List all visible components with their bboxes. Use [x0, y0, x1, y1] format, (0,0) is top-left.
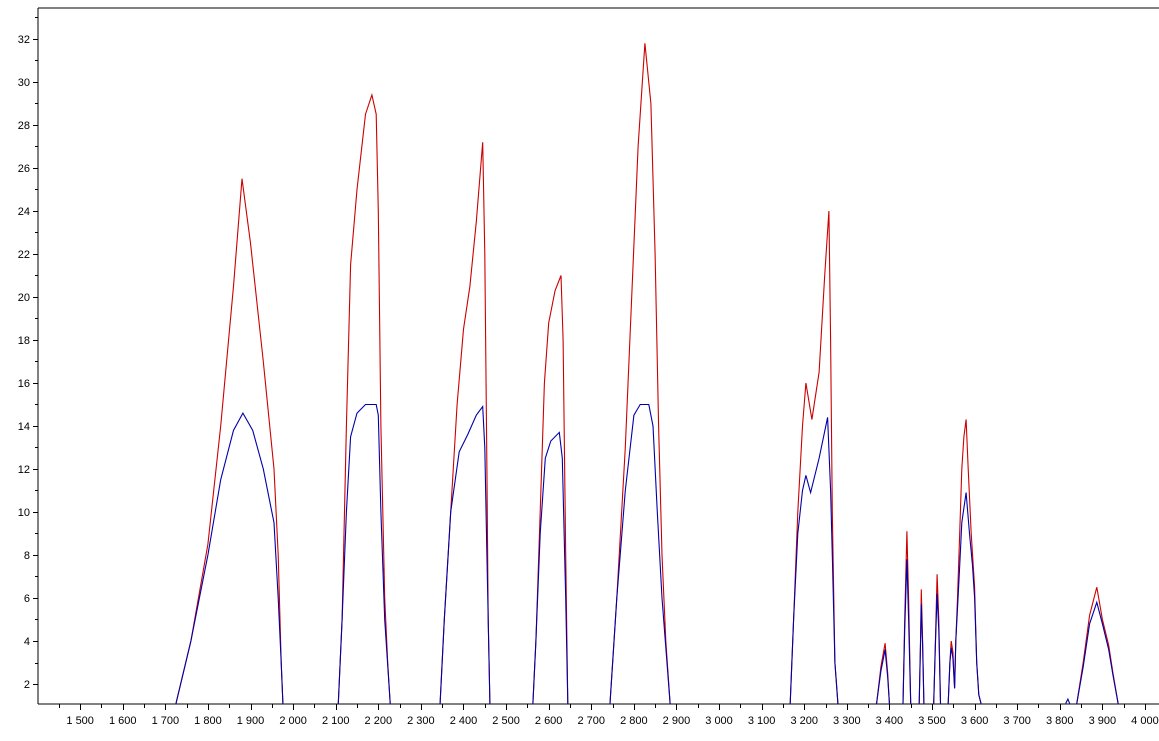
y-tick-label: 2 [24, 679, 30, 691]
series-blue-line [1076, 600, 1119, 704]
x-tick-label: 1 900 [237, 715, 265, 727]
series-blue-line [337, 403, 391, 704]
y-tick-label: 16 [18, 378, 30, 390]
x-tick-label: 2 500 [492, 715, 520, 727]
y-tick-label: 10 [18, 507, 30, 519]
series-blue-line [918, 604, 925, 704]
x-tick-label: 3 300 [833, 715, 861, 727]
x-tick-label: 2 000 [279, 715, 307, 727]
x-tick-label: 3 600 [961, 715, 989, 727]
x-tick-label: 4 000 [1131, 715, 1159, 727]
x-tick-label: 3 900 [1089, 715, 1117, 727]
x-tick-label: 3 800 [1046, 715, 1074, 727]
y-tick-label: 22 [18, 249, 30, 261]
x-tick-label: 1 600 [109, 715, 137, 727]
series-red-line [337, 92, 391, 704]
y-tick-label: 12 [18, 464, 30, 476]
series-blue-line [789, 417, 839, 704]
series-blue-line [609, 403, 671, 704]
series-blue-line [955, 492, 982, 704]
series-red-line [609, 43, 671, 704]
x-tick-label: 2 600 [535, 715, 563, 727]
series-red-line [175, 178, 284, 704]
x-tick-label: 3 200 [790, 715, 818, 727]
x-tick-label: 2 700 [577, 715, 605, 727]
y-tick-label: 30 [18, 77, 30, 89]
y-tick-label: 26 [18, 163, 30, 175]
x-tick-label: 2 200 [365, 715, 393, 727]
y-tick-label: 28 [18, 120, 30, 132]
series-blue-line [876, 649, 890, 704]
series-blue-line [439, 405, 491, 704]
y-tick-label: 4 [24, 636, 30, 648]
y-tick-label: 24 [18, 206, 30, 218]
x-tick-label: 3 100 [748, 715, 776, 727]
x-tick-label: 1 700 [152, 715, 180, 727]
x-tick-label: 2 100 [322, 715, 350, 727]
y-tick-label: 18 [18, 335, 30, 347]
series-layer [175, 43, 1119, 704]
x-tick-label: 2 300 [407, 715, 435, 727]
x-tick-label: 3 000 [705, 715, 733, 727]
x-tick-label: 3 700 [1003, 715, 1031, 727]
x-tick-label: 3 500 [918, 715, 946, 727]
y-tick-label: 14 [18, 421, 30, 433]
series-blue-line [1065, 697, 1071, 704]
y-tick-label: 6 [24, 593, 30, 605]
series-red-line [789, 210, 839, 704]
series-blue-line [175, 411, 284, 704]
x-tick-label: 2 800 [620, 715, 648, 727]
x-tick-label: 2 900 [663, 715, 691, 727]
x-tick-label: 3 400 [876, 715, 904, 727]
y-tick-label: 8 [24, 550, 30, 562]
series-blue-line [902, 559, 912, 704]
x-tick-label: 1 800 [194, 715, 222, 727]
y-tick-label: 20 [18, 292, 30, 304]
x-tick-label: 1 500 [66, 715, 94, 727]
series-blue-line [933, 593, 942, 704]
y-tick-label: 32 [18, 34, 30, 46]
series-blue-line [532, 431, 569, 704]
x-tick-label: 2 400 [450, 715, 478, 727]
series-blue-line [947, 640, 957, 704]
series-red-line [439, 142, 491, 704]
